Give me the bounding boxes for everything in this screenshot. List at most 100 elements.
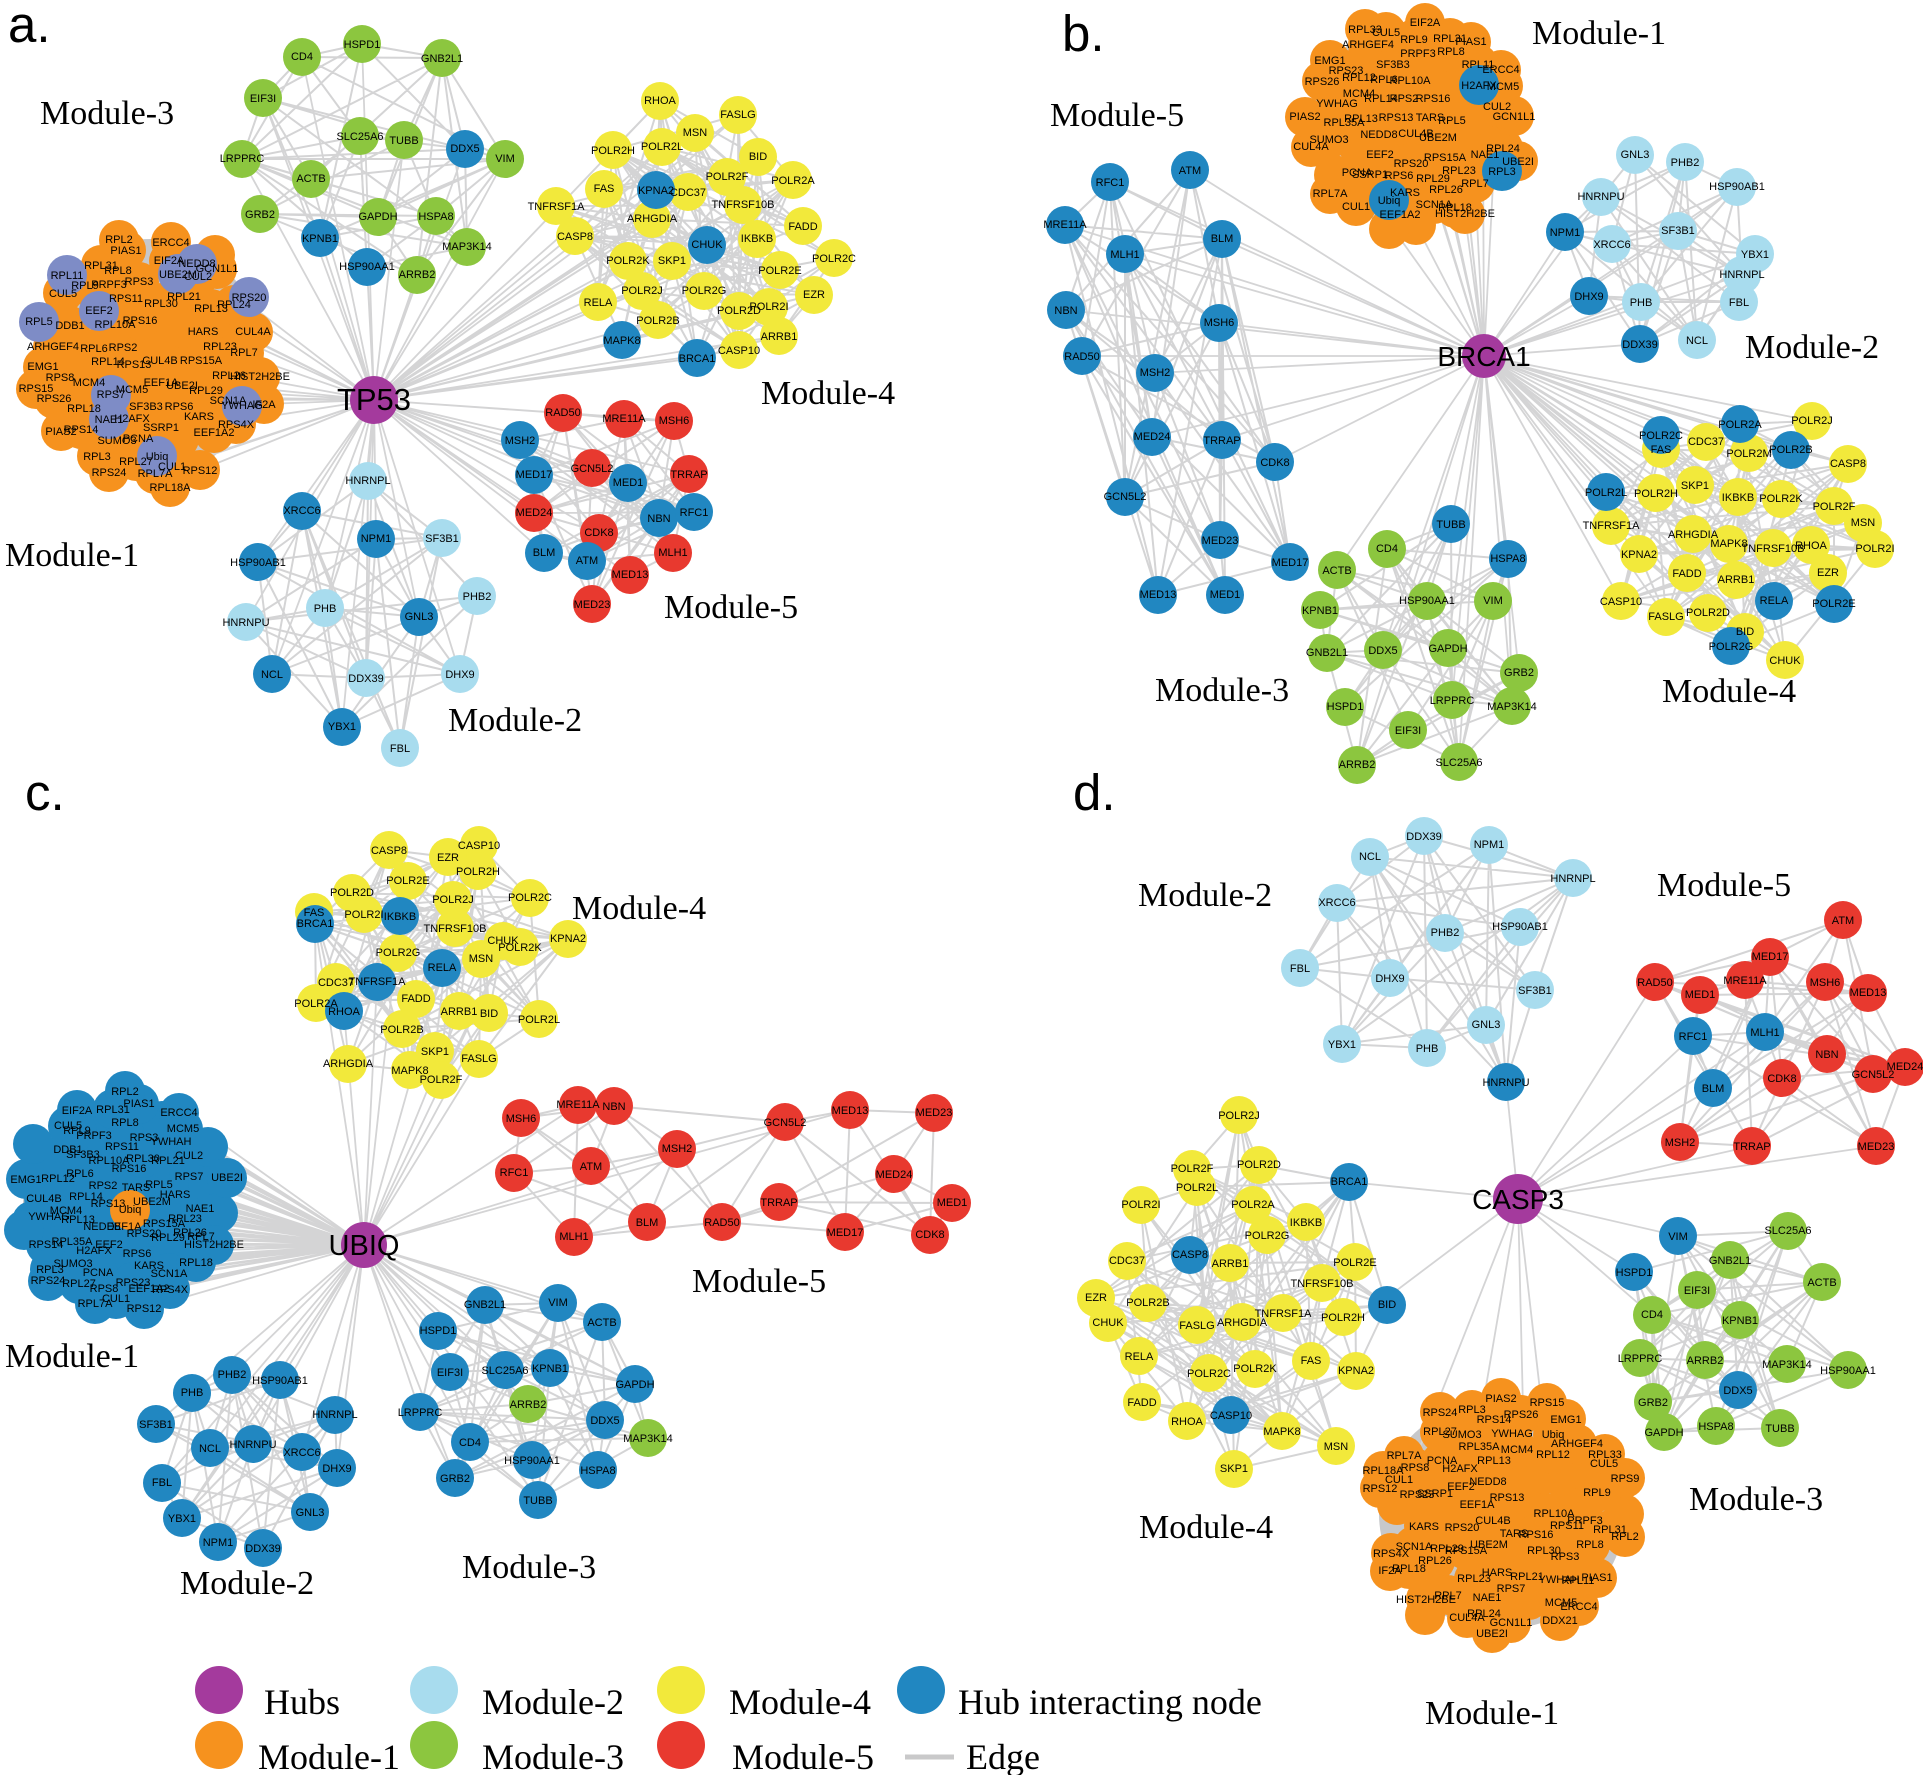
svg-text:KPNA2: KPNA2	[638, 185, 674, 197]
svg-text:TUBB: TUBB	[389, 135, 418, 147]
svg-text:MAPK8: MAPK8	[1710, 538, 1747, 550]
svg-text:XRCC6: XRCC6	[1318, 897, 1355, 909]
svg-text:RFC1: RFC1	[1679, 1031, 1708, 1043]
svg-text:POLR2L: POLR2L	[1585, 487, 1627, 499]
svg-text:CDK8: CDK8	[584, 527, 613, 539]
svg-text:TRRAP: TRRAP	[670, 469, 707, 481]
svg-text:POLR2J: POLR2J	[1218, 1110, 1260, 1122]
svg-text:RPL13: RPL13	[61, 1214, 95, 1226]
svg-text:RPL3: RPL3	[83, 451, 111, 463]
svg-text:RPL21: RPL21	[1510, 1571, 1544, 1583]
svg-text:ATM: ATM	[576, 555, 598, 567]
svg-text:VIM: VIM	[1483, 595, 1503, 607]
svg-text:EEF2: EEF2	[85, 305, 113, 317]
svg-text:MED24: MED24	[1887, 1061, 1923, 1073]
svg-text:RPL26: RPL26	[1429, 184, 1463, 196]
svg-text:Module-3: Module-3	[40, 95, 174, 132]
svg-text:Ubiq: Ubiq	[1378, 195, 1401, 207]
svg-text:FADD: FADD	[788, 221, 817, 233]
svg-text:HSP90AB1: HSP90AB1	[1492, 921, 1548, 933]
svg-text:YWHAH: YWHAH	[1539, 1574, 1580, 1586]
svg-text:KPNB1: KPNB1	[532, 1363, 568, 1375]
svg-text:RPL3: RPL3	[1458, 1404, 1486, 1416]
svg-text:VIM: VIM	[1668, 1231, 1688, 1243]
svg-text:BRCA1: BRCA1	[1437, 341, 1530, 372]
svg-text:MAP3K14: MAP3K14	[1762, 1359, 1812, 1371]
svg-text:EZR: EZR	[437, 852, 459, 864]
svg-text:CUL4A: CUL4A	[235, 326, 271, 338]
svg-text:RPL8: RPL8	[111, 1117, 139, 1129]
svg-text:RPS2: RPS2	[109, 342, 138, 354]
svg-text:CUL4B: CUL4B	[1398, 128, 1433, 140]
svg-text:ACTB: ACTB	[1322, 565, 1351, 577]
svg-text:RPL7: RPL7	[1434, 1590, 1462, 1602]
svg-text:POLR2E: POLR2E	[386, 875, 429, 887]
svg-text:HNRNPL: HNRNPL	[345, 475, 390, 487]
svg-text:BID: BID	[1378, 1299, 1396, 1311]
svg-text:ARHGEF4: ARHGEF4	[27, 341, 79, 353]
svg-text:CUL1: CUL1	[158, 461, 186, 473]
svg-text:KARS: KARS	[184, 411, 214, 423]
svg-text:RPL9: RPL9	[1583, 1487, 1611, 1499]
svg-text:HIST2H2BE: HIST2H2BE	[1396, 1594, 1456, 1606]
svg-text:CASP3: CASP3	[1472, 1184, 1564, 1215]
svg-text:RPS2: RPS2	[89, 1180, 118, 1192]
svg-text:POLR2B: POLR2B	[380, 1024, 423, 1036]
svg-text:RPL2: RPL2	[105, 234, 133, 246]
svg-text:RPS8: RPS8	[46, 372, 75, 384]
svg-text:Module-5: Module-5	[1657, 867, 1791, 904]
svg-text:RPL6: RPL6	[80, 343, 108, 355]
svg-text:NEDD8: NEDD8	[178, 258, 215, 270]
svg-text:RPL8: RPL8	[104, 265, 132, 277]
svg-text:TARS: TARS	[1416, 112, 1445, 124]
svg-text:RPS7: RPS7	[97, 389, 126, 401]
svg-text:H2AFX: H2AFX	[114, 413, 150, 425]
svg-text:UBE2I: UBE2I	[211, 1172, 243, 1184]
svg-text:SCN1A: SCN1A	[151, 1268, 188, 1280]
svg-text:SF3B3: SF3B3	[66, 1149, 100, 1161]
svg-text:RPL6: RPL6	[66, 1168, 94, 1180]
svg-text:MLH1: MLH1	[1110, 249, 1139, 261]
svg-text:POLR2D: POLR2D	[1237, 1159, 1281, 1171]
svg-text:POLR2J: POLR2J	[1791, 415, 1833, 427]
svg-text:HSP90AA1: HSP90AA1	[339, 261, 395, 273]
svg-text:NEDD8: NEDD8	[83, 1221, 120, 1233]
svg-text:MED13: MED13	[832, 1105, 869, 1117]
svg-text:DHX9: DHX9	[445, 669, 474, 681]
svg-text:GNL3: GNL3	[296, 1507, 325, 1519]
svg-text:DDX5: DDX5	[1368, 645, 1397, 657]
svg-text:CUL2: CUL2	[184, 271, 212, 283]
svg-text:MED1: MED1	[613, 477, 644, 489]
svg-text:YWHAG: YWHAG	[1316, 98, 1358, 110]
svg-text:NBN: NBN	[647, 513, 670, 525]
svg-text:POLR2F: POLR2F	[706, 171, 749, 183]
svg-text:PCNA: PCNA	[1342, 167, 1373, 179]
svg-text:TARS: TARS	[1500, 1528, 1529, 1540]
svg-text:POLR2J: POLR2J	[432, 894, 474, 906]
svg-text:H2AFX: H2AFX	[1442, 1463, 1478, 1475]
svg-text:FASLG: FASLG	[720, 109, 755, 121]
svg-text:POLR2I: POLR2I	[1121, 1199, 1160, 1211]
svg-text:FBL: FBL	[1290, 963, 1310, 975]
svg-text:RELA: RELA	[1125, 1351, 1154, 1363]
svg-text:CASP8: CASP8	[1172, 1249, 1208, 1261]
svg-text:TNFRSF10B: TNFRSF10B	[1291, 1278, 1354, 1290]
svg-text:MLH1: MLH1	[1750, 1027, 1779, 1039]
svg-text:POLR2A: POLR2A	[771, 175, 815, 187]
svg-text:CUL5: CUL5	[1590, 1458, 1618, 1470]
svg-text:RFC1: RFC1	[680, 507, 709, 519]
svg-text:GAPDH: GAPDH	[1428, 643, 1467, 655]
svg-text:MCM4: MCM4	[1501, 1444, 1533, 1456]
svg-text:TNFRSF1A: TNFRSF1A	[1255, 1308, 1313, 1320]
svg-text:DDX39: DDX39	[245, 1543, 280, 1555]
svg-text:H2AFX: H2AFX	[1461, 80, 1497, 92]
svg-text:RPS24: RPS24	[31, 1275, 66, 1287]
svg-text:DDX5: DDX5	[1723, 1385, 1752, 1397]
svg-text:MCM5: MCM5	[1545, 1597, 1577, 1609]
svg-text:RPS3: RPS3	[130, 1132, 159, 1144]
svg-text:HSP90AA1: HSP90AA1	[504, 1455, 560, 1467]
svg-text:PRPF3: PRPF3	[1400, 48, 1435, 60]
svg-text:Module-5: Module-5	[1050, 97, 1184, 134]
svg-text:EEF1A: EEF1A	[1460, 1499, 1496, 1511]
svg-text:RPL5: RPL5	[145, 1179, 173, 1191]
